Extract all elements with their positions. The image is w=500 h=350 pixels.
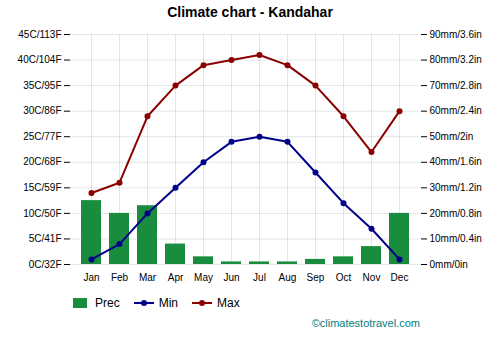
html-text:Max: Max [217,296,240,310]
html-text:Min: Min [158,296,178,310]
svg-text:30C/86F: 30C/86F [23,105,61,116]
svg-text:Jun: Jun [223,272,239,283]
svg-text:Oct: Oct [336,272,352,283]
html-text:Prec: Prec [95,296,120,310]
svg-text:20mm/0.8in: 20mm/0.8in [430,208,482,219]
svg-text:80mm/3.2in: 80mm/3.2in [430,54,482,65]
svg-text:20C/68F: 20C/68F [23,156,61,167]
svg-text:50mm/2in: 50mm/2in [430,131,474,142]
svg-text:Jan: Jan [83,272,99,283]
svg-text:10mm/0.4in: 10mm/0.4in [430,233,482,244]
svg-text:35C/95F: 35C/95F [23,80,61,91]
svg-text:Dec: Dec [391,272,409,283]
svg-text:60mm/2.4in: 60mm/2.4in [430,105,482,116]
html-text:©climatestotravel.com: ©climatestotravel.com [311,317,420,329]
svg-text:70mm/2.8in: 70mm/2.8in [430,80,482,91]
svg-text:0mm/0in: 0mm/0in [430,259,468,270]
svg-text:5C/41F: 5C/41F [29,233,62,244]
svg-text:Jul: Jul [253,272,266,283]
svg-text:Aug: Aug [279,272,297,283]
svg-text:Feb: Feb [111,272,129,283]
svg-text:0C/32F: 0C/32F [29,259,62,270]
svg-text:90mm/3.6in: 90mm/3.6in [430,29,482,40]
html-text:Climate chart - Kandahar: Climate chart - Kandahar [167,4,333,20]
svg-text:15C/59F: 15C/59F [23,182,61,193]
svg-text:Sep: Sep [307,272,325,283]
svg-text:10C/50F: 10C/50F [23,208,61,219]
svg-text:25C/77F: 25C/77F [23,131,61,142]
svg-text:45C/113F: 45C/113F [18,29,61,40]
svg-text:30mm/1.2in: 30mm/1.2in [430,182,482,193]
svg-text:May: May [194,272,213,283]
svg-text:40mm/1.6in: 40mm/1.6in [430,156,482,167]
svg-text:Apr: Apr [168,272,184,283]
svg-text:40C/104F: 40C/104F [18,54,62,65]
svg-text:Mar: Mar [139,272,157,283]
svg-text:Nov: Nov [363,272,381,283]
